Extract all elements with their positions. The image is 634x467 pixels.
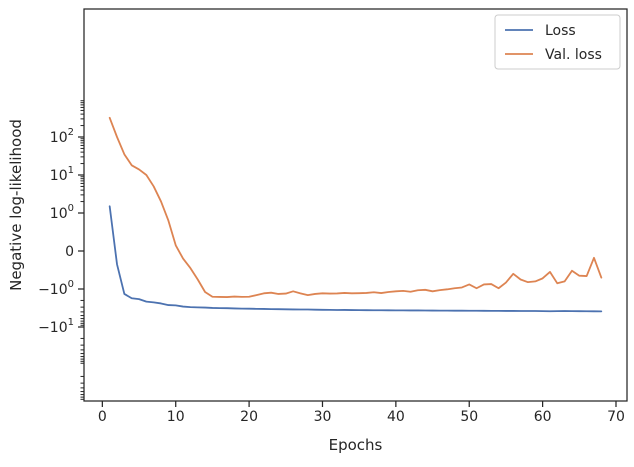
y-tick-label: −100 xyxy=(38,279,74,298)
y-tick-label: −101 xyxy=(38,317,74,336)
x-tick-label: 40 xyxy=(387,409,405,425)
x-tick-label: 30 xyxy=(314,409,332,425)
x-tick-label: 70 xyxy=(607,409,625,425)
y-tick-label: 100 xyxy=(50,203,74,222)
plot-frame xyxy=(83,8,628,402)
y-axis-label: Negative log-likelihood xyxy=(7,119,25,291)
x-axis-label: Epochs xyxy=(329,436,383,454)
legend-label: Loss xyxy=(545,23,576,39)
series-line-loss xyxy=(108,205,603,313)
x-tick-label: 20 xyxy=(240,409,258,425)
x-tick-label: 0 xyxy=(98,409,107,425)
series-line-val-loss xyxy=(108,116,603,298)
y-tick-label: 0 xyxy=(65,244,74,260)
axes: 0 10 20 30 40 50 60 70 102 101 100 0 −100 −101 xyxy=(38,100,625,425)
y-tick-label: 101 xyxy=(50,165,74,184)
x-tick-label: 50 xyxy=(460,409,478,425)
x-tick-label: 60 xyxy=(534,409,552,425)
legend: Loss Val. loss xyxy=(494,14,621,70)
y-tick-label: 102 xyxy=(50,127,74,146)
legend-label: Val. loss xyxy=(545,47,602,63)
legend-box xyxy=(494,14,621,70)
x-tick-label: 10 xyxy=(167,409,185,425)
series-layer xyxy=(108,116,603,313)
